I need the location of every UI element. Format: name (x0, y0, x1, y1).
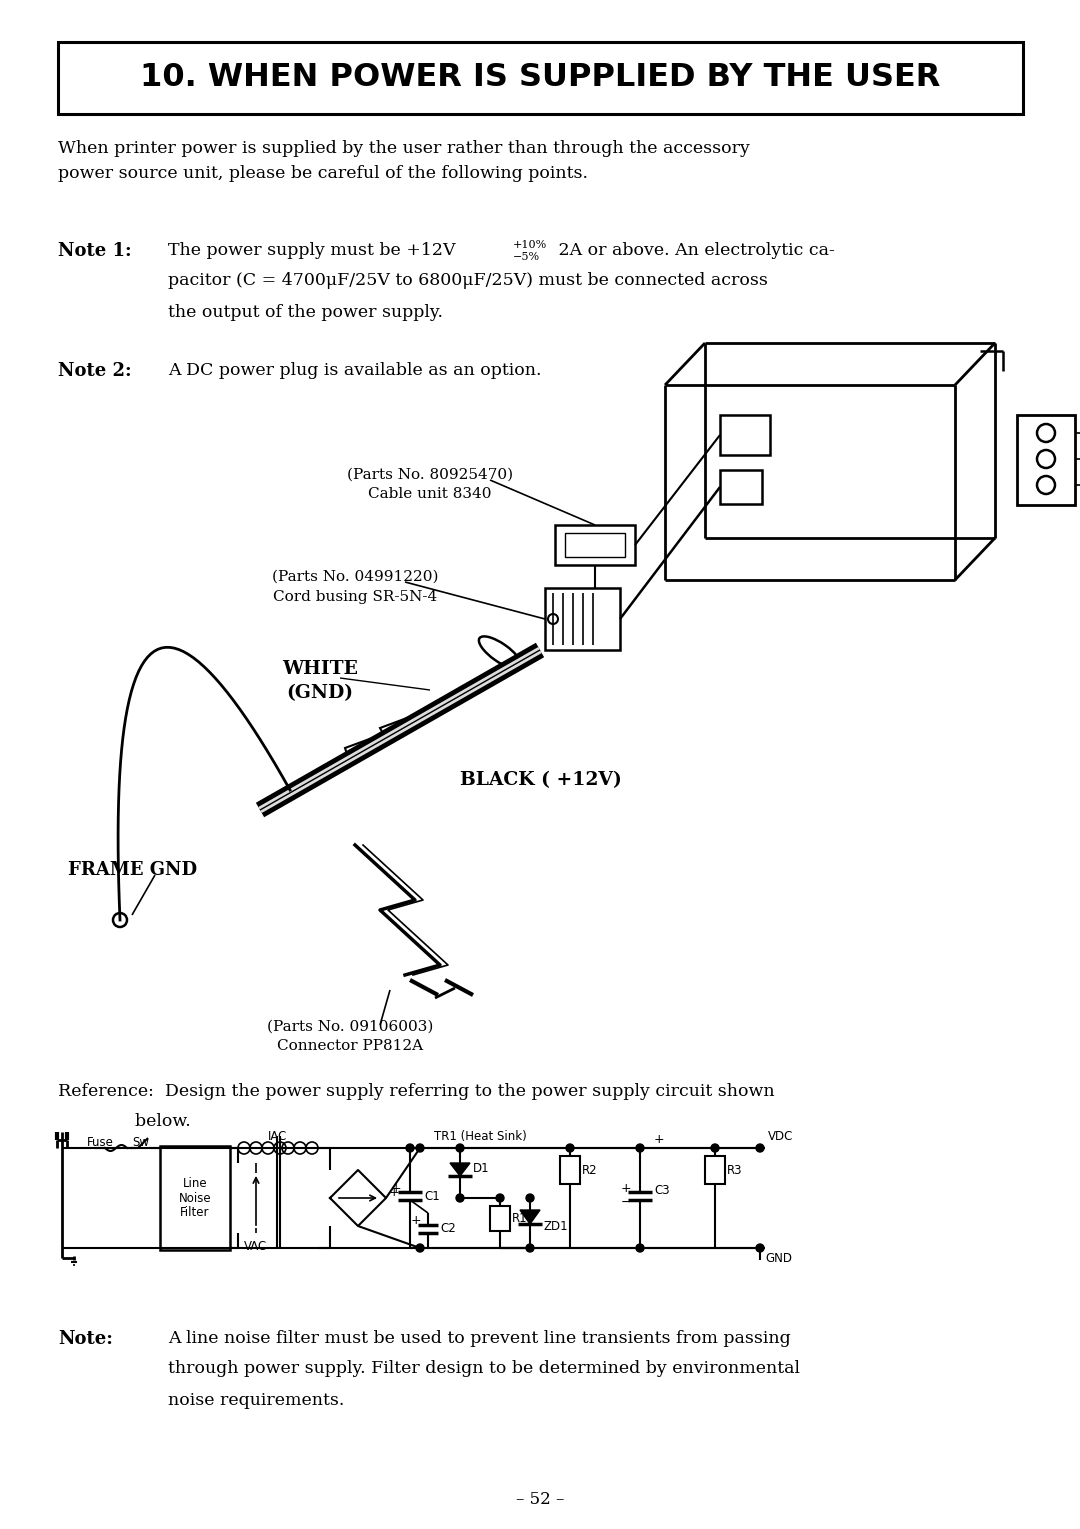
Polygon shape (380, 716, 420, 737)
Circle shape (406, 1144, 414, 1151)
Bar (58, 41, 1023, 115)
Text: 2A or above. An electrolytic ca-: 2A or above. An electrolytic ca- (553, 242, 835, 258)
Text: C2: C2 (440, 1222, 456, 1234)
Text: D1: D1 (473, 1162, 489, 1174)
Text: through power supply. Filter design to be determined by environmental: through power supply. Filter design to b… (168, 1359, 800, 1378)
Text: VAC: VAC (244, 1240, 267, 1252)
Text: (Parts No. 80925470)
Cable unit 8340: (Parts No. 80925470) Cable unit 8340 (347, 468, 513, 502)
Text: 10. WHEN POWER IS SUPPLIED BY THE USER: 10. WHEN POWER IS SUPPLIED BY THE USER (140, 63, 941, 93)
Bar (561, 1156, 580, 1183)
Circle shape (636, 1245, 644, 1252)
Text: +: + (621, 1182, 632, 1194)
Text: FRAME GND: FRAME GND (68, 861, 198, 879)
Circle shape (496, 1194, 504, 1202)
Text: −: − (621, 1196, 631, 1208)
Bar (490, 1206, 510, 1231)
Text: ZD1: ZD1 (543, 1220, 568, 1232)
Circle shape (636, 1144, 644, 1151)
Circle shape (456, 1144, 464, 1151)
Circle shape (756, 1144, 764, 1151)
Text: the output of the power supply.: the output of the power supply. (168, 304, 443, 321)
Ellipse shape (478, 636, 522, 668)
Text: Reference:  Design the power supply referring to the power supply circuit shown: Reference: Design the power supply refer… (58, 1083, 774, 1099)
Text: +: + (389, 1187, 400, 1199)
Text: +10%: +10% (513, 240, 548, 251)
Text: Sw: Sw (132, 1136, 149, 1148)
Text: BLACK ( +12V): BLACK ( +12V) (460, 771, 622, 789)
Text: C1: C1 (424, 1190, 440, 1202)
Bar (1017, 414, 1075, 505)
Text: (Parts No. 04991220)
Cord busing SR-5N-4: (Parts No. 04991220) Cord busing SR-5N-4 (272, 570, 438, 604)
Text: R1: R1 (512, 1211, 528, 1225)
Bar (545, 589, 620, 650)
Text: (Parts No. 09106003)
Connector PP812A: (Parts No. 09106003) Connector PP812A (267, 1020, 433, 1053)
Text: Line
Noise
Filter: Line Noise Filter (178, 1177, 212, 1219)
Circle shape (526, 1194, 534, 1202)
Text: A line noise filter must be used to prevent line transients from passing: A line noise filter must be used to prev… (168, 1330, 791, 1347)
Text: C3: C3 (654, 1183, 670, 1197)
Text: Fuse: Fuse (87, 1136, 113, 1148)
Bar (720, 414, 770, 456)
Bar (160, 1147, 230, 1251)
Text: WHITE
(GND): WHITE (GND) (282, 661, 357, 702)
Text: The power supply must be +12V: The power supply must be +12V (168, 242, 456, 258)
Bar (720, 469, 762, 505)
Bar (705, 1156, 725, 1183)
Circle shape (526, 1245, 534, 1252)
Text: Note 2:: Note 2: (58, 362, 132, 381)
Circle shape (756, 1245, 764, 1252)
Polygon shape (345, 737, 378, 757)
Bar (565, 534, 625, 557)
Text: +: + (391, 1182, 402, 1194)
Text: Note 1:: Note 1: (58, 242, 132, 260)
Text: noise requirements.: noise requirements. (168, 1391, 345, 1410)
Text: TR1 (Heat Sink): TR1 (Heat Sink) (434, 1130, 526, 1144)
Text: A DC power plug is available as an option.: A DC power plug is available as an optio… (168, 362, 541, 379)
Circle shape (566, 1144, 573, 1151)
Circle shape (416, 1245, 424, 1252)
Text: +: + (654, 1133, 664, 1147)
Text: −5%: −5% (513, 252, 540, 261)
Text: When printer power is supplied by the user rather than through the accessory
pow: When printer power is supplied by the us… (58, 141, 750, 182)
Text: Note:: Note: (58, 1330, 113, 1349)
Text: below.: below. (58, 1113, 191, 1130)
Circle shape (711, 1144, 719, 1151)
Text: VDC: VDC (768, 1130, 794, 1144)
Text: R2: R2 (582, 1164, 597, 1176)
Text: +: + (410, 1214, 421, 1228)
Text: – 52 –: – 52 – (516, 1491, 564, 1509)
Bar (555, 524, 635, 566)
Polygon shape (450, 1164, 470, 1176)
Polygon shape (519, 1209, 540, 1225)
Text: GND: GND (765, 1252, 792, 1264)
Text: R3: R3 (727, 1164, 743, 1176)
Text: pacitor (C = 4700μF/25V to 6800μF/25V) must be connected across: pacitor (C = 4700μF/25V to 6800μF/25V) m… (168, 272, 768, 289)
Circle shape (416, 1144, 424, 1151)
Circle shape (456, 1194, 464, 1202)
Text: IAC: IAC (268, 1130, 287, 1144)
